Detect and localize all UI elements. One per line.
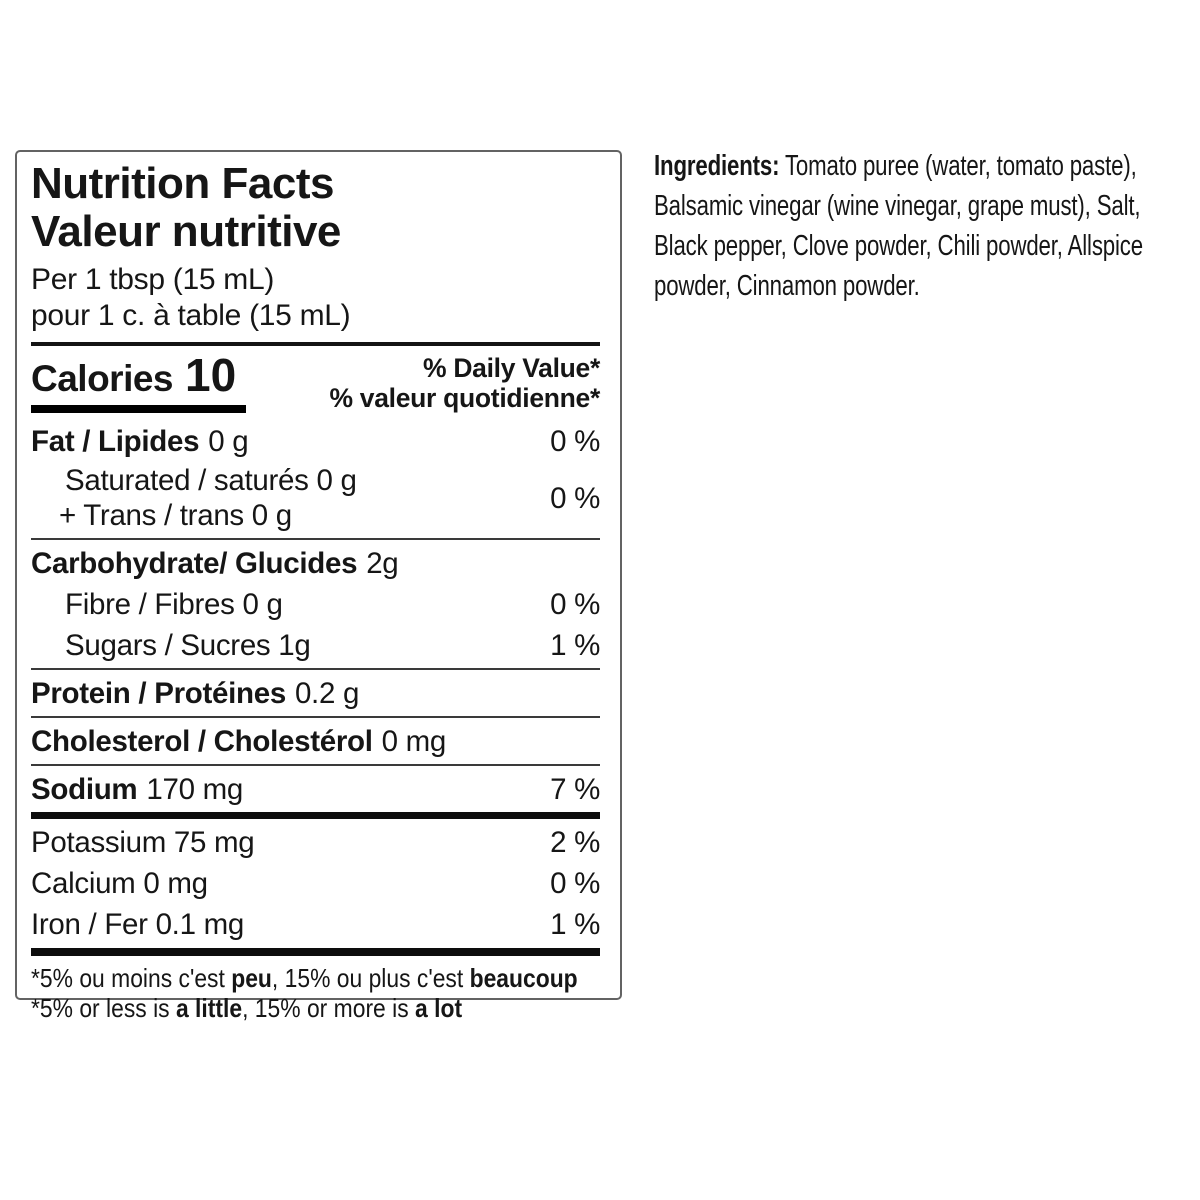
footnote-text: *5% ou moins c'est [31,963,232,993]
separator-thick [31,812,600,819]
nutrient-row-saturated-trans: Saturated / saturés 0 g + Trans / trans … [31,463,600,533]
fibre-dv: 0 % [550,588,600,621]
footnote-text: *5% or less is [31,993,176,1023]
nutrient-row-sugars: Sugars / Sucres 1g 1 % [31,629,600,663]
footnote-bold: beaucoup [469,963,578,993]
nutrient-row-sodium: Sodium 170 mg 7 % [31,773,600,807]
fat-dv: 0 % [550,425,600,458]
calories-label: Calories [31,358,174,399]
ingredients-text: Tomato puree (water, tomato paste), [779,150,1137,182]
nutrient-row-fibre: Fibre / Fibres 0 g 0 % [31,588,600,622]
daily-value-header-en: % Daily Value* [423,353,600,383]
separator-thin [31,764,600,766]
footnote-bold: peu [231,963,272,993]
footnote-text: , 15% ou plus c'est [271,963,470,993]
nutrient-row-calcium: Calcium 0 mg 0 % [31,867,600,901]
footnote: *5% ou moins c'est peu, 15% ou plus c'es… [31,963,578,1023]
potassium-dv: 2 % [550,826,600,859]
potassium-name: Potassium 75 mg [31,826,255,859]
saturated-line: Saturated / saturés 0 g [65,464,357,497]
footnote-text: , 15% or more is [242,993,416,1023]
daily-value-header-fr: % valeur quotidienne* [329,383,600,413]
separator-thick [31,948,600,956]
footnote-french: *5% ou moins c'est peu, 15% ou plus c'es… [31,963,578,993]
calcium-dv: 0 % [550,867,600,900]
fibre-name: Fibre / Fibres 0 g [65,588,283,621]
separator-thin [31,716,600,718]
iron-name: Iron / Fer 0.1 mg [31,908,244,941]
separator-thin [31,538,600,540]
carbohydrate-name: Carbohydrate/ Glucides [31,547,358,580]
footnote-bold: a little [175,993,243,1023]
carbohydrate-amount: 2g [366,547,399,580]
ingredients-line: Balsamic vinegar (wine vinegar, grape mu… [654,190,1141,222]
nutrient-row-cholesterol: Cholesterol / Cholestérol 0 mg [31,725,600,759]
ingredients-line: Black pepper, Clove powder, Chili powder… [654,230,1143,262]
sugars-dv: 1 % [550,629,600,662]
nutrient-row-protein: Protein / Protéines 0.2 g [31,677,600,711]
daily-value-header: % Daily Value* % valeur quotidienne* [329,353,600,413]
fat-amount: 0 g [208,425,249,458]
sodium-name: Sodium [31,773,138,806]
sodium-dv: 7 % [550,773,600,806]
trans-line: + Trans / trans 0 g [59,499,292,532]
ingredients-line: Ingredients: Tomato puree (water, tomato… [654,146,1143,186]
ingredients-section: Ingredients: Tomato puree (water, tomato… [654,146,1143,306]
ingredients-label: Ingredients: [654,150,780,182]
ingredients-line: powder, Cinnamon powder. [654,270,920,302]
fat-name: Fat / Lipides [31,425,200,458]
sugars-name: Sugars / Sucres 1g [65,629,311,662]
serving-size-en: Per 1 tbsp (15 mL) [31,263,275,296]
nutrition-title-fr: Valeur nutritive [31,207,341,256]
saturated-trans-dv: 0 % [550,481,600,515]
nutrient-row-potassium: Potassium 75 mg 2 % [31,826,600,860]
calories-value: 10 [185,349,237,401]
calories-block: Calories 10 [31,349,247,413]
nutrient-row-fat: Fat / Lipides 0 g 0 % [31,425,600,459]
iron-dv: 1 % [550,908,600,941]
footnote-bold: a lot [415,993,463,1023]
cholesterol-amount: 0 mg [381,725,447,758]
calcium-name: Calcium 0 mg [31,867,208,900]
protein-name: Protein / Protéines [31,677,286,710]
header-separator [31,342,600,346]
saturated-trans-lines: Saturated / saturés 0 g + Trans / trans … [31,463,357,533]
cholesterol-name: Cholesterol / Cholestérol [31,725,373,758]
serving-size-fr: pour 1 c. à table (15 mL) [31,299,351,332]
nutrient-row-iron: Iron / Fer 0.1 mg 1 % [31,908,600,942]
nutrient-row-carbohydrate: Carbohydrate/ Glucides 2g [31,547,600,581]
calories-row: Calories 10 % Daily Value* % valeur quoti… [31,352,600,413]
footnote-english: *5% or less is a little, 15% or more is … [31,993,532,1023]
nutrition-panel: Nutrition Facts Valeur nutritive Per 1 t… [15,150,622,1023]
nutrition-title-en: Nutrition Facts [31,159,334,208]
sodium-amount: 170 mg [146,773,243,806]
separator-thin [31,668,600,670]
protein-amount: 0.2 g [294,677,360,710]
